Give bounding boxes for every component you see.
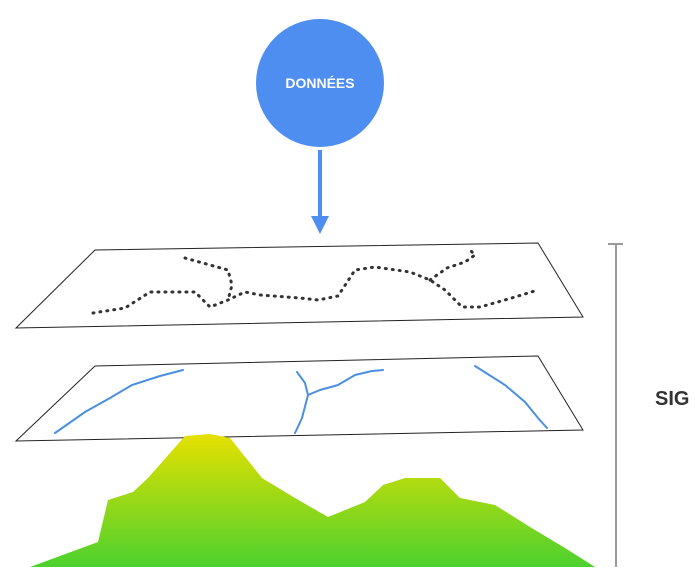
line-east (474, 365, 548, 429)
dotted-trail-a (91, 265, 540, 315)
line-layer-plane (14, 355, 584, 442)
line-west (54, 369, 184, 434)
line-layer (14, 355, 584, 442)
dotted-trail-b (183, 256, 234, 302)
line-center (294, 369, 384, 434)
data-label: DONNÉES (285, 75, 354, 91)
terrain-layer (30, 434, 595, 567)
sig-label: SIG (655, 388, 689, 410)
point-layer-plane (14, 242, 584, 329)
data-circle (256, 19, 384, 147)
data-node: DONNÉES (256, 19, 384, 147)
data-arrow (311, 150, 329, 234)
sig-bracket: SIG (608, 243, 689, 567)
arrow-head (311, 216, 329, 234)
point-layer (14, 242, 584, 329)
dotted-trail-c (428, 248, 478, 282)
